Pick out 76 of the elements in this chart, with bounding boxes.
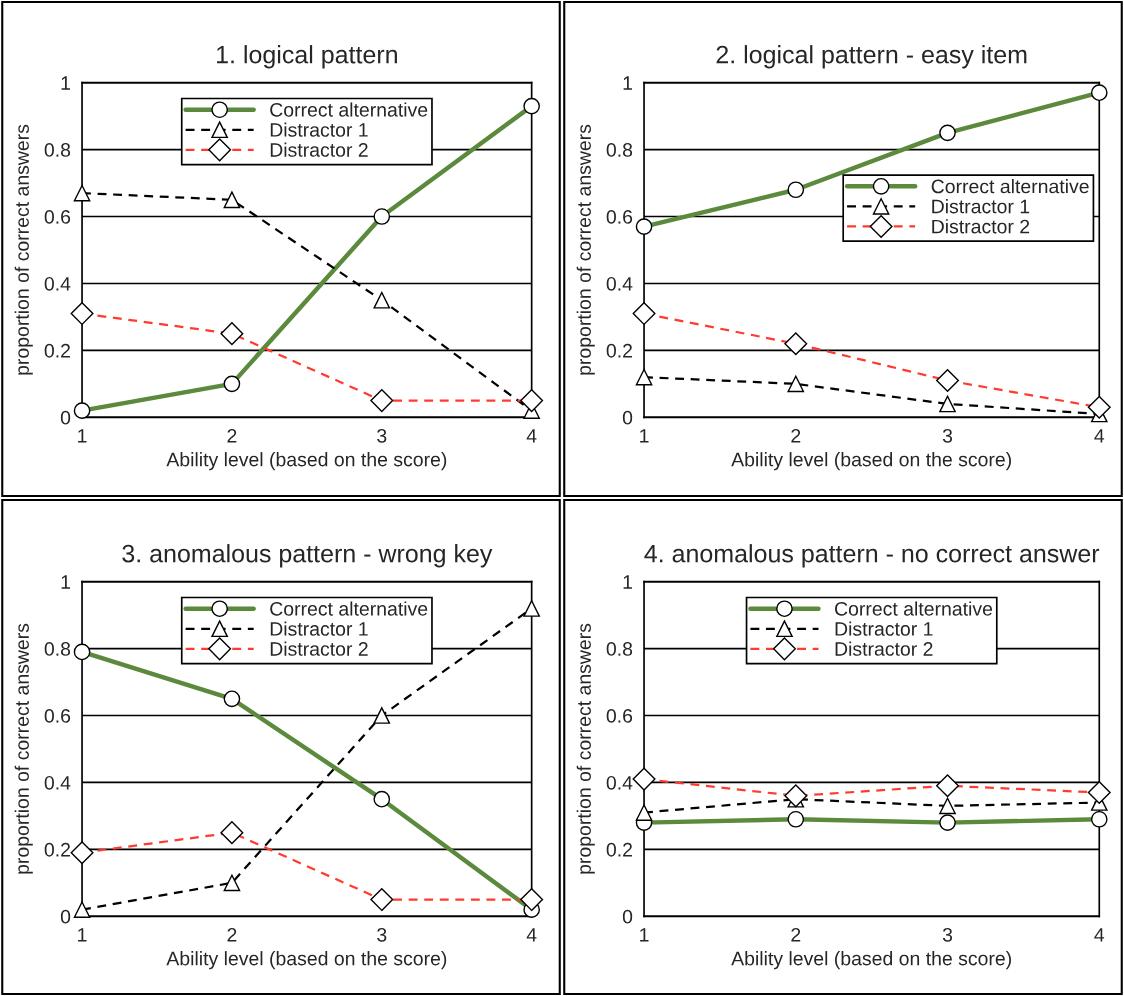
x-tick-label: 3 [377,428,387,443]
x-tick-label: 1 [640,928,649,942]
y-tick-label: 1 [61,575,70,589]
y-tick-label: 0.6 [606,210,633,224]
x-tick-label: 4 [1094,429,1105,443]
y-tick-label: 0.4 [606,276,633,291]
chart-title: 4. anomalous pattern - no correct answer [644,544,1100,568]
x-axis-title: Ability level (based on the score) [166,452,447,471]
legend-label: Distractor 1 [932,199,1030,214]
x-tick-label: 4 [526,928,537,942]
y-tick-label: 0 [622,410,633,425]
y-tick-label: 1 [623,76,632,90]
legend-label: Distractor 1 [835,621,933,636]
point [73,184,91,202]
y-tick-label: 0.8 [44,642,71,656]
point [939,797,956,815]
point [787,375,805,393]
x-axis-title: Ability level (based on the score) [731,452,1011,471]
x-tick-label: 3 [377,927,387,942]
x-tick-label: 3 [942,927,953,942]
x-tick-label: 1 [78,928,87,942]
y-tick-label: 0.6 [44,708,71,723]
x-tick-label: 1 [78,429,87,443]
x-tick-label: 4 [526,429,537,443]
y-axis-title: proportion of correct answers [14,623,33,874]
x-tick-label: 1 [640,429,649,443]
y-tick-label: 0.2 [44,842,70,857]
y-tick-label: 0.8 [606,143,633,157]
x-tick-label: 2 [791,428,801,443]
y-tick-label: 1 [623,575,632,589]
legend-label: Correct alternative [270,102,428,117]
point [223,874,241,892]
y-tick-label: 0.8 [606,642,633,656]
point [373,291,391,309]
y-tick-label: 0.4 [44,775,71,790]
y-tick-label: 0.4 [606,775,633,790]
y-tick-label: 0.6 [606,708,633,723]
legend-label: Distractor 2 [932,219,1030,234]
x-tick-label: 4 [1094,928,1105,942]
x-tick-label: 2 [791,927,801,942]
y-tick-label: 0.2 [606,343,632,358]
point [223,191,241,209]
y-axis-title: proportion of correct answers [576,623,595,874]
point [939,395,956,413]
legend-label: Correct alternative [270,601,428,616]
y-tick-label: 0.6 [44,210,71,224]
y-tick-label: 0 [60,909,71,924]
point [373,707,391,724]
x-tick-label: 3 [942,428,953,443]
x-axis-title: Ability level (based on the score) [166,951,447,970]
legend-label: Distractor 1 [270,122,368,137]
y-tick-label: 0.4 [44,276,71,291]
point [635,368,653,386]
legend-label: Distractor 2 [835,641,933,656]
y-tick-label: 1 [61,76,70,90]
point [523,600,540,617]
x-tick-label: 2 [227,927,237,942]
legend-label: Correct alternative [835,601,993,616]
y-tick-label: 0 [60,410,71,425]
chart-title: 3. anomalous pattern - wrong key [122,544,493,568]
y-tick-label: 0.8 [44,143,71,157]
legend-label: Distractor 1 [270,621,368,636]
x-axis-title: Ability level (based on the score) [731,951,1011,970]
legend-label: Correct alternative [931,179,1089,194]
y-tick-label: 0.2 [44,343,70,358]
legend-label: Distractor 2 [270,142,368,157]
y-axis-title: proportion of correct answers [14,124,33,375]
chart-title: 1. logical pattern [217,45,397,69]
chart-title: 2. logical pattern - easy item [716,45,1027,69]
y-tick-label: 0.2 [606,842,632,857]
x-tick-label: 2 [227,428,237,443]
point [73,901,91,918]
y-tick-label: 0 [622,909,633,924]
legend-label: Distractor 2 [270,641,368,656]
point [635,804,653,821]
y-axis-title: proportion of correct answers [576,124,595,375]
